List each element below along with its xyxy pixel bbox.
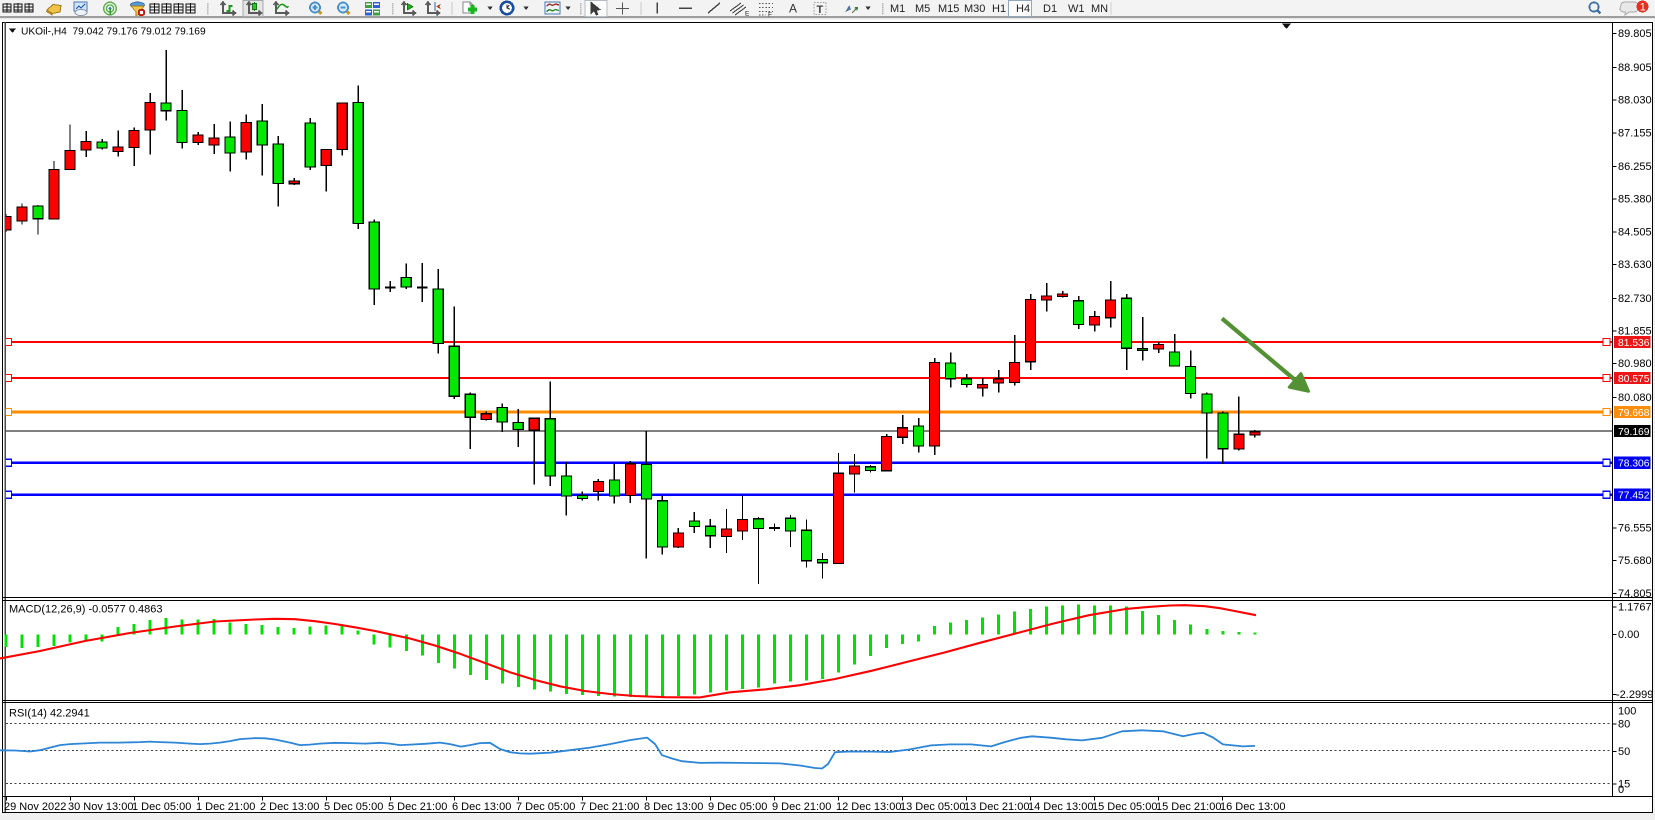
svg-text:80.575: 80.575 — [1618, 374, 1650, 385]
svg-text:100: 100 — [1618, 705, 1636, 717]
svg-text:F: F — [768, 12, 772, 19]
svg-text:9 Dec 21:00: 9 Dec 21:00 — [772, 801, 831, 813]
svg-text:84.505: 84.505 — [1618, 226, 1652, 238]
svg-text:82.730: 82.730 — [1618, 293, 1652, 305]
svg-text:79.169: 79.169 — [1618, 427, 1650, 438]
svg-text:E: E — [745, 11, 750, 18]
svg-text:15 Dec 21:00: 15 Dec 21:00 — [1156, 801, 1221, 813]
svg-text:9 Dec 05:00: 9 Dec 05:00 — [708, 801, 767, 813]
svg-text:13 Dec 05:00: 13 Dec 05:00 — [900, 801, 965, 813]
svg-text:6 Dec 13:00: 6 Dec 13:00 — [452, 801, 511, 813]
svg-text:88.030: 88.030 — [1618, 95, 1652, 107]
svg-text:81.855: 81.855 — [1618, 326, 1652, 338]
svg-text:50: 50 — [1618, 746, 1630, 758]
svg-text:0.00: 0.00 — [1618, 629, 1639, 641]
svg-text:2 Dec 13:00: 2 Dec 13:00 — [260, 801, 319, 813]
svg-text:78.306: 78.306 — [1618, 459, 1650, 470]
svg-text:-2.2999: -2.2999 — [1616, 689, 1653, 701]
svg-text:16 Dec 13:00: 16 Dec 13:00 — [1220, 801, 1285, 813]
svg-text:12 Dec 13:00: 12 Dec 13:00 — [836, 801, 901, 813]
svg-text:MN: MN — [1091, 3, 1108, 15]
svg-text:A: A — [789, 2, 797, 16]
svg-text:79.668: 79.668 — [1618, 408, 1650, 419]
svg-text:29 Nov 2022: 29 Nov 2022 — [4, 801, 66, 813]
svg-text:1 Dec 21:00: 1 Dec 21:00 — [196, 801, 255, 813]
svg-text:RSI(14) 42.2941: RSI(14) 42.2941 — [9, 708, 90, 720]
svg-text:85.380: 85.380 — [1618, 194, 1652, 206]
svg-text:M5: M5 — [915, 3, 930, 15]
svg-text:80.080: 80.080 — [1618, 392, 1652, 404]
svg-text:MACD(12,26,9) -0.0577 0.4863: MACD(12,26,9) -0.0577 0.4863 — [9, 604, 162, 616]
svg-text:M1: M1 — [890, 3, 905, 15]
svg-text:80.980: 80.980 — [1618, 358, 1652, 370]
svg-text:5 Dec 05:00: 5 Dec 05:00 — [324, 801, 383, 813]
svg-text:8 Dec 13:00: 8 Dec 13:00 — [644, 801, 703, 813]
svg-text:77.452: 77.452 — [1618, 491, 1650, 502]
svg-text:14 Dec 13:00: 14 Dec 13:00 — [1028, 801, 1093, 813]
svg-text:W1: W1 — [1068, 3, 1085, 15]
svg-text:M15: M15 — [938, 3, 959, 15]
svg-text:1: 1 — [1640, 2, 1646, 14]
svg-text:0: 0 — [1618, 784, 1624, 796]
svg-text:75.680: 75.680 — [1618, 555, 1652, 567]
svg-text:H1: H1 — [992, 3, 1006, 15]
svg-text:5 Dec 21:00: 5 Dec 21:00 — [388, 801, 447, 813]
svg-text:1 Dec 05:00: 1 Dec 05:00 — [132, 801, 191, 813]
svg-text:88.905: 88.905 — [1618, 62, 1652, 74]
svg-text:1.1767: 1.1767 — [1618, 602, 1652, 614]
svg-text:83.630: 83.630 — [1618, 259, 1652, 271]
svg-text:76.555: 76.555 — [1618, 523, 1652, 535]
svg-text:15 Dec 05:00: 15 Dec 05:00 — [1092, 801, 1157, 813]
svg-text:13 Dec 21:00: 13 Dec 21:00 — [964, 801, 1029, 813]
svg-text:15: 15 — [1618, 778, 1630, 790]
svg-text:T: T — [817, 4, 824, 16]
svg-text:86.255: 86.255 — [1618, 161, 1652, 173]
svg-text:30 Nov 13:00: 30 Nov 13:00 — [68, 801, 133, 813]
svg-text:7 Dec 05:00: 7 Dec 05:00 — [516, 801, 575, 813]
svg-text:74.805: 74.805 — [1618, 588, 1652, 600]
svg-text:80: 80 — [1618, 719, 1630, 731]
svg-text:M30: M30 — [964, 3, 985, 15]
svg-text:UKOil-,H4 79.042 79.176 79.01: UKOil-,H4 79.042 79.176 79.012 79.169 — [21, 27, 206, 38]
svg-text:7 Dec 21:00: 7 Dec 21:00 — [580, 801, 639, 813]
svg-text:H4: H4 — [1016, 3, 1030, 15]
svg-text:87.155: 87.155 — [1618, 127, 1652, 139]
svg-text:81.536: 81.536 — [1618, 338, 1650, 349]
svg-text:89.805: 89.805 — [1618, 28, 1652, 40]
svg-text:D1: D1 — [1043, 3, 1057, 15]
